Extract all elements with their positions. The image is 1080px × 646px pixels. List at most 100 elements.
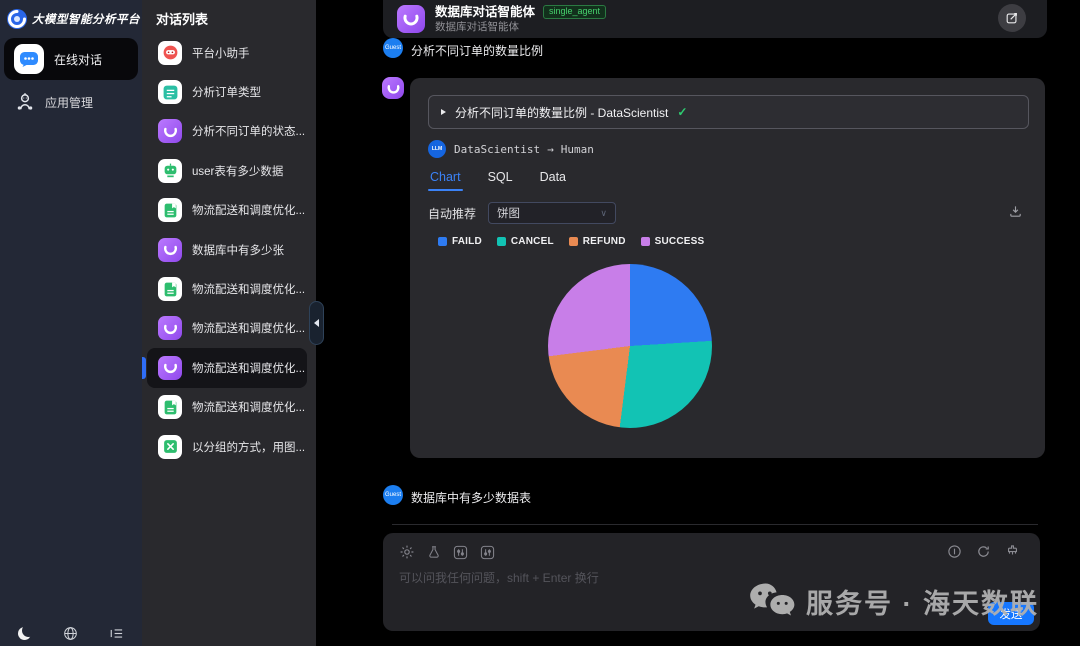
agent-avatar — [397, 5, 425, 33]
conversation-item[interactable]: 平台小助手 — [142, 33, 316, 72]
chevron-down-icon: ∨ — [600, 207, 608, 218]
chat-header: 数据库对话智能体 single_agent 数据库对话智能体 — [383, 0, 1047, 38]
auto-recommend-label: 自动推荐 — [428, 206, 477, 221]
logo-icon — [7, 9, 27, 29]
conversation-item-label: user表有多少数据 — [192, 165, 284, 178]
divider — [392, 524, 1038, 525]
green-book-icon — [158, 198, 182, 223]
legend-item[interactable]: CANCEL — [496, 236, 554, 247]
conversation-list-title: 对话列表 — [156, 12, 209, 27]
tab-data[interactable]: Data — [539, 170, 566, 184]
flask-icon[interactable] — [427, 545, 441, 559]
composer-toolbar-right — [947, 544, 1020, 559]
conversation-item-label: 分析订单类型 — [192, 87, 261, 100]
purple-agent-icon — [158, 355, 182, 380]
tab-chart[interactable]: Chart — [428, 170, 463, 191]
reasoning-title: 分析不同订单的数量比例 - DataScientist — [455, 105, 669, 120]
sliders-icon[interactable] — [453, 545, 468, 560]
user-message: 分析不同订单的数量比例 — [411, 44, 544, 58]
conversation-item-label: 物流配送和调度优化... — [192, 402, 306, 415]
conversation-item-label: 物流配送和调度优化... — [192, 362, 306, 375]
conversation-item[interactable]: 物流配送和调度优化... — [142, 191, 316, 230]
chart-type-value: 饼图 — [497, 208, 521, 220]
info-circle-icon[interactable] — [947, 544, 962, 559]
send-button[interactable]: 发送 — [988, 602, 1034, 625]
refresh-icon[interactable] — [976, 544, 991, 559]
green-book-icon — [158, 277, 182, 302]
logo-text: 大模型智能分析平台 — [32, 12, 140, 26]
conversation-item-label: 物流配送和调度优化... — [192, 323, 306, 336]
app-logo: 大模型智能分析平台 — [0, 0, 142, 36]
panel-collapse-handle[interactable] — [309, 301, 324, 345]
chat-input[interactable] — [399, 569, 829, 619]
globe-icon[interactable] — [63, 626, 78, 641]
conversation-item[interactable]: 数据库中有多少张 — [142, 230, 316, 269]
chart-legend: FAILD CANCEL REFUND SUCCESS — [438, 236, 704, 247]
pie-chart — [548, 264, 712, 428]
sidebar: 大模型智能分析平台 在线对话 — [0, 0, 142, 646]
legend-swatch — [568, 237, 578, 246]
conversation-item-label: 以分组的方式，用图... — [192, 441, 306, 454]
agent-mode-badge: single_agent — [543, 5, 607, 19]
download-icon — [1010, 206, 1021, 217]
chevron-left-icon — [314, 319, 319, 327]
conversation-item[interactable]: 分析不同订单的状态... — [142, 112, 316, 151]
route-from: DataScientist — [454, 142, 541, 156]
sidebar-item-app-manage[interactable]: 应用管理 — [0, 80, 142, 122]
sidebar-item-online-chat[interactable]: 在线对话 — [4, 38, 138, 80]
tab-sql[interactable]: SQL — [487, 170, 513, 184]
new-chat-button[interactable] — [998, 4, 1026, 32]
chart-type-select[interactable]: 饼图 ∨ — [488, 202, 617, 224]
conversation-item[interactable]: 分析订单类型 — [142, 72, 316, 111]
conversation-list: 平台小助手 分析订单类型 — [142, 33, 316, 466]
purple-agent-icon — [158, 316, 182, 341]
legend-item[interactable]: REFUND — [568, 236, 626, 247]
settings-gear-icon[interactable] — [399, 544, 415, 560]
compose-icon — [1006, 13, 1017, 24]
conversation-item-label: 平台小助手 — [192, 47, 250, 60]
conversation-item-label: 分析不同订单的状态... — [192, 126, 306, 139]
sidebar-item-label: 应用管理 — [45, 95, 94, 110]
green-sheet-icon — [158, 434, 182, 459]
sliders-icon[interactable] — [480, 545, 495, 560]
purple-agent-icon — [158, 237, 182, 262]
conversation-item[interactable]: 以分组的方式，用图... — [142, 427, 316, 466]
moon-icon[interactable] — [18, 627, 31, 640]
teal-doc-icon — [158, 80, 182, 105]
chat-bubble-icon — [14, 44, 44, 74]
red-robot-icon — [158, 40, 182, 65]
conversation-item-label: 物流配送和调度优化... — [192, 284, 306, 297]
agent-response-card: 分析不同订单的数量比例 - DataScientist ✓ LLM DataSc… — [410, 78, 1045, 458]
agent-subtitle: 数据库对话智能体 — [435, 21, 519, 34]
legend-item[interactable]: SUCCESS — [640, 236, 705, 247]
conversation-item[interactable]: 物流配送和调度优化... — [142, 309, 316, 348]
legend-swatch — [438, 237, 447, 246]
conversation-item[interactable]: 物流配送和调度优化... — [142, 388, 316, 427]
conversation-panel: 对话列表 平台小助手 — [142, 0, 316, 646]
chart-controls: 自动推荐 饼图 ∨ — [428, 202, 617, 224]
clear-brush-icon[interactable] — [1005, 544, 1020, 559]
arrow-right-icon: → — [547, 142, 554, 156]
conversation-item-label: 物流配送和调度优化... — [192, 205, 306, 218]
result-tabs: Chart SQL Data — [428, 170, 566, 191]
guest-avatar: Guest — [383, 485, 403, 505]
green-book-icon — [158, 395, 182, 420]
conversation-item-label: 数据库中有多少张 — [192, 244, 284, 257]
download-chart-button[interactable] — [1008, 204, 1023, 219]
composer-toolbar — [399, 544, 495, 560]
composer: 发送 — [383, 533, 1040, 631]
agent-route-row: LLM DataScientist → Human — [428, 140, 594, 158]
collapse-menu-icon[interactable] — [109, 626, 124, 641]
conversation-item[interactable]: 物流配送和调度优化... — [142, 269, 316, 308]
llm-avatar: LLM — [428, 140, 446, 158]
conversation-item-active[interactable]: 物流配送和调度优化... — [147, 348, 307, 388]
success-check-icon: ✓ — [677, 105, 688, 119]
reasoning-collapse-bar[interactable]: 分析不同订单的数量比例 - DataScientist ✓ — [428, 95, 1029, 129]
sidebar-footer — [0, 626, 142, 641]
sidebar-item-label: 在线对话 — [54, 52, 103, 67]
conversation-item[interactable]: user表有多少数据 — [142, 151, 316, 190]
green-robot-icon — [158, 158, 182, 183]
legend-item[interactable]: FAILD — [438, 236, 482, 247]
legend-swatch — [496, 237, 506, 246]
